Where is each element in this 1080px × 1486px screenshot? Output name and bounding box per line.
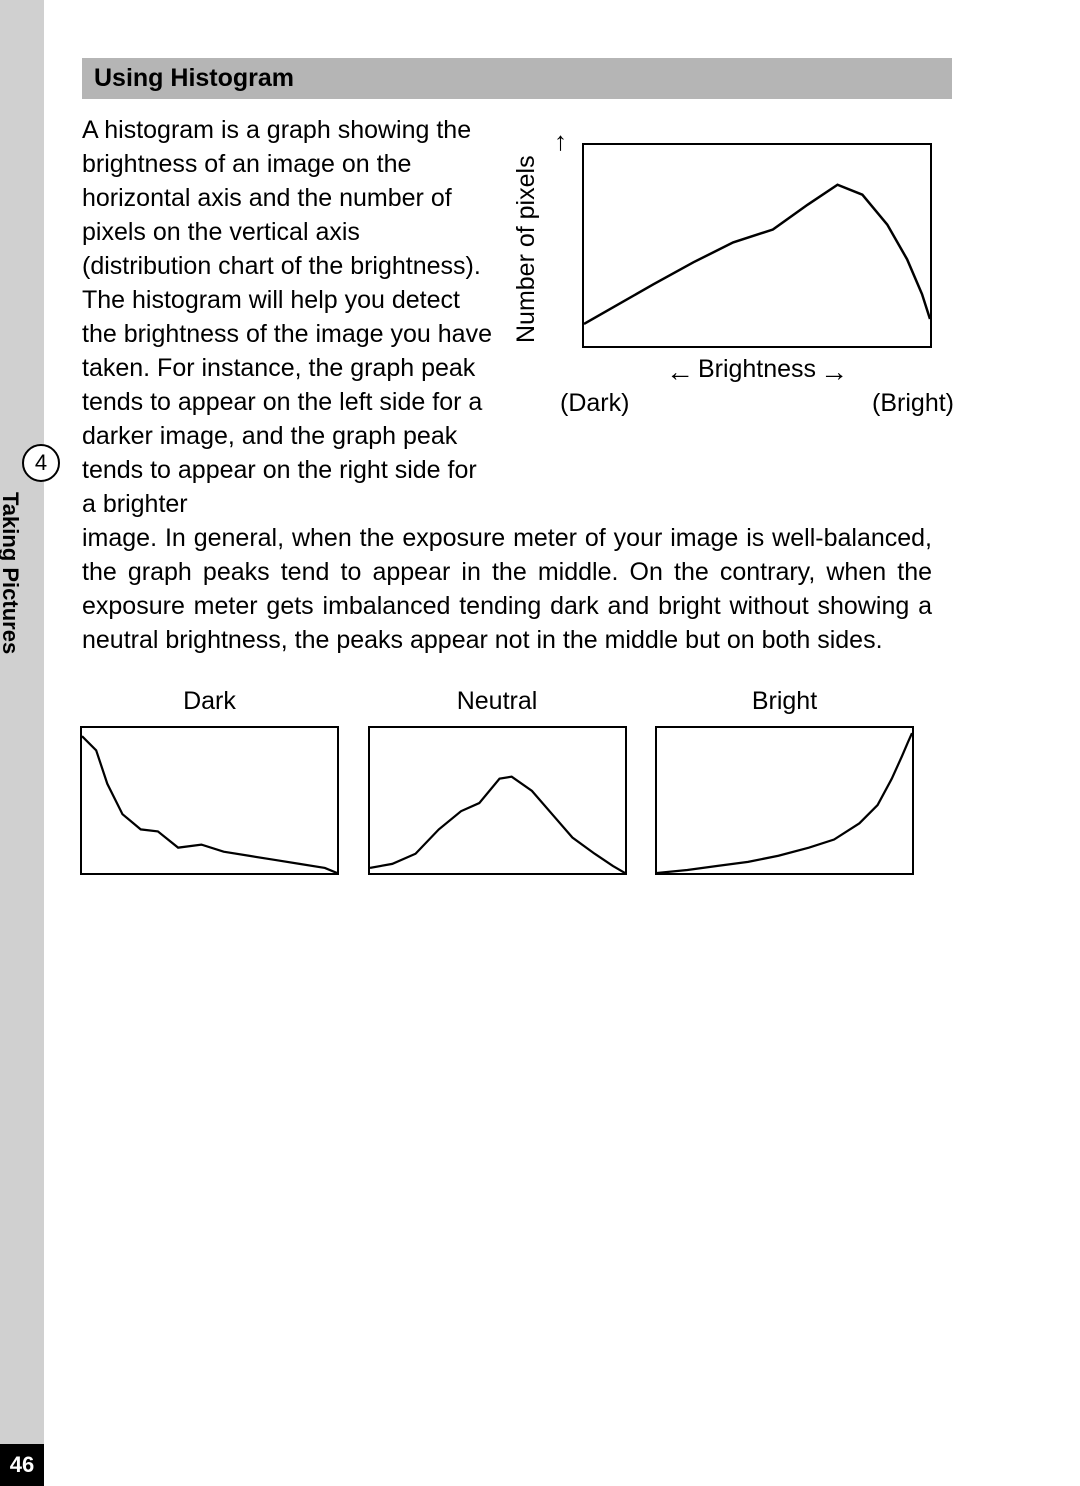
- x-axis-extremes: (Dark) (Bright): [560, 389, 954, 418]
- right-arrow-icon: →: [820, 364, 848, 381]
- example-dark-curve: [82, 728, 337, 873]
- example-bright-curve: [657, 728, 912, 873]
- example-neutral-label: Neutral: [457, 687, 538, 716]
- example-bright-plot: [655, 726, 914, 875]
- example-bright: Bright: [657, 687, 912, 875]
- chapter-tab-label: Taking Pictures: [0, 492, 23, 654]
- section-header: Using Histogram: [82, 58, 952, 99]
- y-axis-arrow-icon: ↑: [554, 126, 567, 157]
- example-histogram-row: Dark Neutral Bright: [82, 687, 912, 875]
- example-bright-label: Bright: [752, 687, 817, 716]
- main-histogram-plot: [582, 143, 932, 348]
- main-histogram-curve: [584, 145, 930, 347]
- x-axis-dark-label: (Dark): [560, 389, 629, 418]
- example-neutral-plot: [368, 726, 627, 875]
- y-axis-label: Number of pixels: [512, 155, 541, 343]
- chapter-number-badge: 4: [22, 444, 60, 482]
- page-number: 46: [10, 1452, 34, 1478]
- intro-block: A histogram is a graph showing the brigh…: [82, 113, 952, 657]
- left-gutter: [0, 0, 44, 1486]
- body-text-lower: image. In general, when the exposure met…: [82, 521, 932, 657]
- example-neutral: Neutral: [370, 687, 625, 875]
- chapter-number: 4: [35, 450, 47, 476]
- x-axis-label-row: ← Brightness →: [582, 355, 932, 384]
- body-text-upper: A histogram is a graph showing the brigh…: [82, 113, 492, 521]
- left-arrow-icon: ←: [666, 364, 694, 381]
- main-histogram-diagram: ↑ Number of pixels ← Brightness → (Dark)…: [502, 111, 952, 441]
- example-dark-plot: [80, 726, 339, 875]
- example-neutral-curve: [370, 728, 625, 873]
- page-content: Using Histogram A histogram is a graph s…: [82, 58, 952, 875]
- page-number-box: 46: [0, 1444, 44, 1486]
- x-axis-bright-label: (Bright): [872, 389, 954, 418]
- example-dark: Dark: [82, 687, 337, 875]
- x-axis-label: Brightness: [698, 355, 816, 384]
- example-dark-label: Dark: [183, 687, 236, 716]
